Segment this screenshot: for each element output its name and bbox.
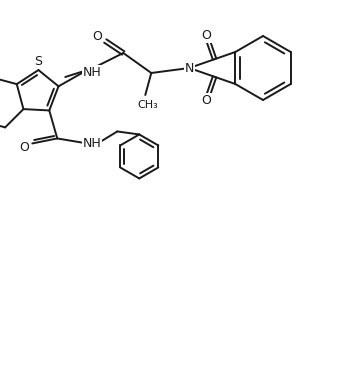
Text: NH: NH — [83, 65, 102, 78]
Text: O: O — [92, 29, 102, 42]
Text: N: N — [185, 61, 194, 74]
Text: S: S — [35, 55, 42, 68]
Text: O: O — [19, 141, 29, 154]
Text: NH: NH — [83, 137, 102, 150]
Text: CH₃: CH₃ — [137, 100, 158, 110]
Text: O: O — [201, 94, 211, 107]
Text: O: O — [201, 29, 211, 42]
